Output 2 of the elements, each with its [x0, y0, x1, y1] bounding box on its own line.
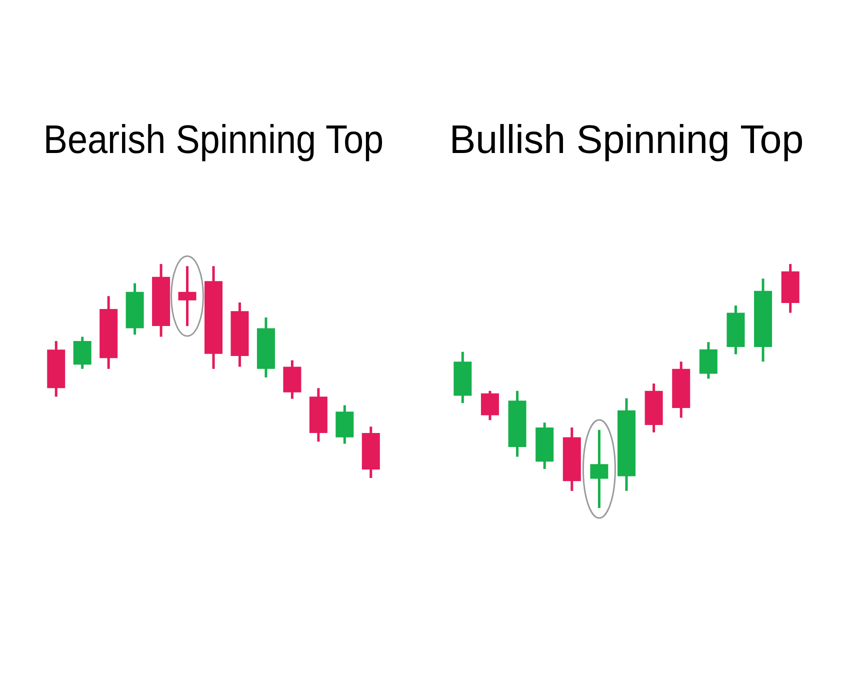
chart-title: Bearish Spinning Top — [43, 118, 384, 162]
chart-title: Bullish Spinning Top — [449, 118, 804, 162]
